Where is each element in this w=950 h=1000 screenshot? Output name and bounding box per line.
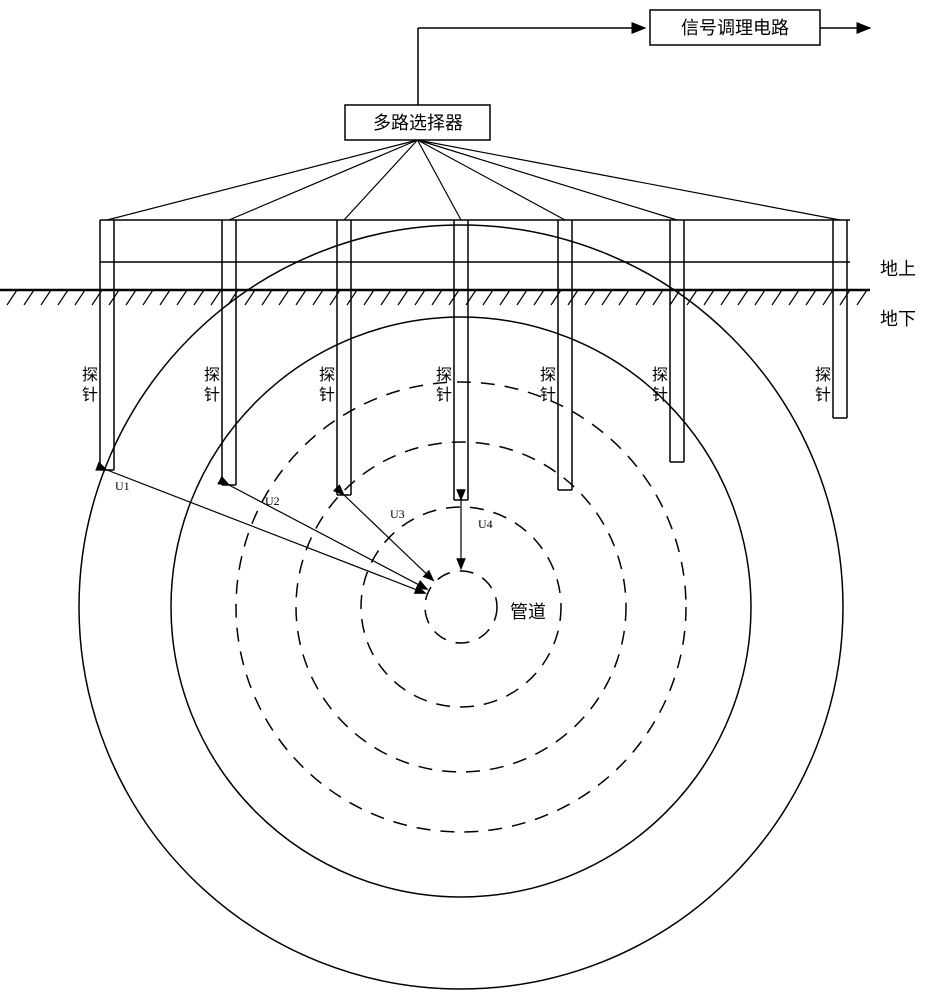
above-ground-label: 地上	[880, 259, 916, 279]
svg-text:U1: U1	[115, 479, 130, 493]
pipe-circles	[79, 225, 843, 989]
svg-text:U3: U3	[390, 507, 405, 521]
signal-conditioning-label: 信号调理电路	[681, 18, 789, 38]
svg-text:探: 探	[436, 366, 452, 384]
pipe-solid-2	[79, 225, 843, 989]
svg-text:探: 探	[319, 366, 335, 384]
svg-text:U4: U4	[478, 517, 493, 531]
svg-text:探: 探	[82, 366, 98, 384]
svg-text:探: 探	[652, 366, 668, 384]
below-ground-label: 地下	[880, 309, 916, 329]
svg-text:针: 针	[540, 386, 556, 404]
svg-text:针: 针	[204, 386, 220, 404]
svg-text:探: 探	[815, 366, 831, 384]
ground-hatching	[0, 290, 867, 305]
pipe-inner	[425, 571, 497, 643]
probe-frame	[100, 220, 850, 262]
pipe-dash-2	[296, 442, 626, 772]
pipe-solid-1	[171, 317, 751, 897]
svg-text:针: 针	[436, 386, 452, 404]
svg-text:U2: U2	[265, 494, 280, 508]
svg-text:探: 探	[540, 366, 556, 384]
svg-text:针: 针	[815, 386, 831, 404]
multiplexer-label: 多路选择器	[373, 113, 463, 133]
svg-text:针: 针	[82, 386, 98, 404]
mux-fan-lines	[107, 140, 840, 220]
svg-text:针: 针	[319, 386, 335, 404]
svg-text:针: 针	[652, 386, 668, 404]
u-arrows: U1 U2 U3 U4	[107, 470, 493, 593]
svg-text:探: 探	[204, 366, 220, 384]
pipe-dash-3	[236, 382, 686, 832]
pipe-label: 管道	[510, 602, 546, 622]
